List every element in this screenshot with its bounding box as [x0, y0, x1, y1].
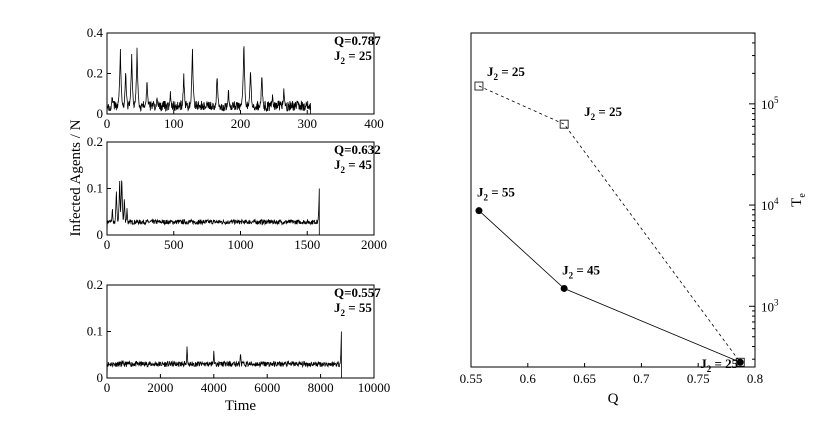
- x-tick-label: 2000: [147, 380, 173, 395]
- y-tick-label: 104: [761, 196, 779, 213]
- data-point: [474, 81, 484, 91]
- y-tick-label: 0.2: [87, 277, 103, 292]
- x-tick-label: 10000: [358, 380, 391, 395]
- annotation-q: Q=0.787: [334, 33, 381, 48]
- data-point: [735, 357, 745, 367]
- y-tick-label: 0.1: [87, 181, 103, 196]
- y-tick-label: 0.4: [87, 25, 104, 40]
- x-tick-label: 1500: [294, 237, 320, 252]
- x-tick-label: 0.65: [573, 371, 596, 386]
- data-label: J2 = 45: [562, 262, 600, 280]
- data-point: [559, 119, 569, 129]
- y-tick-label: 0.2: [87, 66, 103, 81]
- y-tick-label: 0: [97, 370, 104, 385]
- x-tick-label: 100: [164, 116, 184, 131]
- x-tick-label: 0.75: [687, 371, 710, 386]
- data-point: [560, 284, 568, 292]
- x-axis-label-time: Time: [225, 398, 256, 414]
- y-tick-label: 0.1: [87, 324, 103, 339]
- x-tick-label: 4000: [201, 380, 227, 395]
- x-tick-label: 2000: [361, 237, 387, 252]
- data-label: J2 = 25: [487, 64, 525, 82]
- series-line-2: [106, 180, 320, 236]
- data-label: J2 = 55: [477, 185, 515, 203]
- x-tick-label: 0.8: [747, 371, 763, 386]
- y-tick-label: 0: [97, 227, 104, 242]
- x-axis-label-q: Q: [608, 391, 619, 407]
- y-axis-label-te: Te: [789, 193, 808, 207]
- x-tick-label: 0: [104, 237, 111, 252]
- data-label: J2 = 25: [584, 104, 622, 122]
- x-tick-label: 0.7: [633, 371, 650, 386]
- x-tick-label: 400: [364, 116, 384, 131]
- x-tick-label: 0: [104, 116, 111, 131]
- series-line-3: [106, 331, 342, 379]
- x-tick-label: 6000: [254, 380, 280, 395]
- x-tick-label: 0: [104, 380, 111, 395]
- shared-y-axis-label: Infected Agents / N: [68, 119, 84, 236]
- data-label: J2 = 25: [700, 356, 738, 374]
- series-line-solid: [478, 210, 741, 363]
- annotation-q: Q=0.632: [334, 142, 381, 157]
- x-tick-label: 0.6: [520, 371, 537, 386]
- y-tick-label: 103: [761, 297, 779, 314]
- x-tick-label: 300: [298, 116, 318, 131]
- x-tick-label: 200: [231, 116, 251, 131]
- annotation-j2: J2 = 25: [334, 48, 372, 66]
- plot-frame-4: [470, 32, 756, 368]
- series-line-1: [106, 46, 311, 115]
- data-point: [475, 207, 483, 215]
- annotation-j2: J2 = 45: [334, 157, 372, 175]
- y-tick-label: 105: [761, 95, 779, 112]
- x-tick-label: 0.55: [460, 371, 483, 386]
- annotation-j2: J2 = 55: [334, 300, 372, 318]
- annotation-q: Q=0.557: [334, 285, 381, 300]
- x-tick-label: 500: [164, 237, 184, 252]
- x-tick-label: 8000: [308, 380, 334, 395]
- series-line-dashed: [478, 85, 741, 363]
- x-tick-label: 1000: [228, 237, 254, 252]
- y-tick-label: 0: [97, 106, 104, 121]
- y-tick-label: 0.2: [87, 134, 103, 149]
